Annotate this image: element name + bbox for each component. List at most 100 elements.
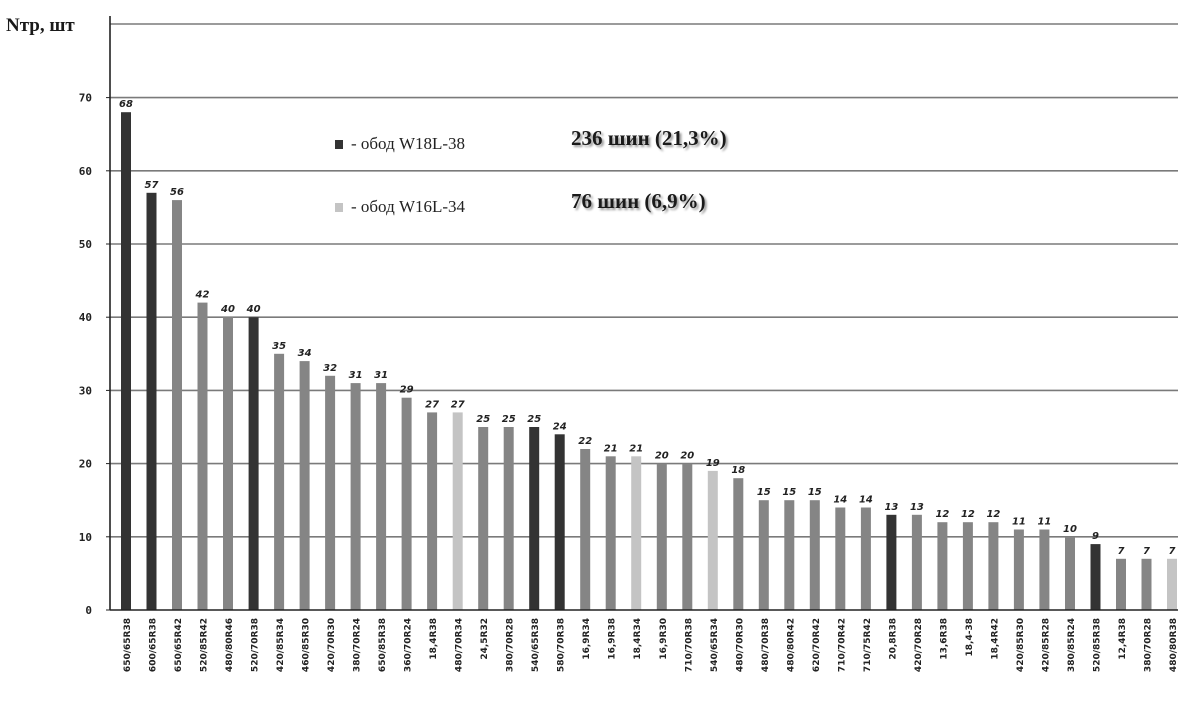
bar bbox=[146, 192, 157, 611]
bar bbox=[962, 522, 973, 610]
x-tick-label: 16,9R30 bbox=[659, 618, 669, 660]
data-label: 10 bbox=[1063, 524, 1077, 535]
x-tick-label: 540/65R34 bbox=[710, 618, 720, 672]
bar bbox=[605, 456, 616, 610]
x-tick-label: 420/70R30 bbox=[327, 618, 337, 672]
y-axis-label: Nтр, шт bbox=[6, 15, 75, 36]
bar bbox=[274, 353, 285, 610]
data-label: 31 bbox=[349, 370, 363, 381]
x-tick-labels: 650/65R38 600/65R38 650/65R42 520/85R42 480/… bbox=[123, 618, 1179, 672]
data-label: 34 bbox=[298, 348, 312, 359]
x-tick-label: 13,6R38 bbox=[939, 618, 949, 660]
data-label: 21 bbox=[604, 443, 618, 454]
bar bbox=[478, 427, 489, 610]
legend-swatch-dark bbox=[335, 139, 343, 149]
bar bbox=[1090, 544, 1101, 610]
bar bbox=[656, 463, 667, 610]
data-label: 14 bbox=[859, 495, 873, 506]
x-tick-label: 16,9R38 bbox=[608, 618, 618, 660]
bar bbox=[1065, 536, 1075, 610]
axes bbox=[109, 16, 1178, 611]
x-tick-label: 650/85R38 bbox=[378, 618, 388, 672]
x-tick-label: 480/70R38 bbox=[761, 618, 771, 672]
bar bbox=[248, 317, 259, 610]
grid-lines bbox=[106, 23, 1178, 611]
bar bbox=[631, 456, 642, 610]
bar bbox=[988, 522, 999, 610]
data-label: 12 bbox=[961, 509, 975, 520]
legend-count: 236 шин (21,3%) bbox=[571, 126, 727, 150]
bar bbox=[325, 375, 336, 610]
data-label: 12 bbox=[986, 509, 1000, 520]
data-label: 7 bbox=[1118, 546, 1125, 557]
data-label: 20 bbox=[680, 451, 694, 462]
legend-label: - обод W16L-34 bbox=[351, 197, 466, 216]
bar bbox=[554, 434, 565, 610]
legend: - обод W18L-38 236 шин (21,3%) - обод W1… bbox=[335, 125, 815, 235]
bar bbox=[1039, 529, 1050, 610]
bar bbox=[299, 361, 310, 610]
x-tick-label: 18,4R34 bbox=[633, 618, 643, 660]
x-tick-label: 480/80R42 bbox=[786, 618, 796, 672]
y-tick-labels: 0 10 20 30 40 50 60 70 bbox=[79, 92, 92, 617]
data-label: 15 bbox=[782, 487, 796, 498]
y-tick-label: 70 bbox=[79, 92, 92, 105]
bar bbox=[376, 383, 387, 610]
y-tick-label: 30 bbox=[79, 384, 92, 397]
x-tick-label: 650/65R42 bbox=[174, 618, 184, 672]
x-tick-label: 420/85R34 bbox=[276, 618, 286, 672]
data-label: 40 bbox=[220, 304, 235, 315]
x-tick-label: 420/85R28 bbox=[1041, 618, 1051, 672]
bar bbox=[197, 302, 208, 610]
legend-entry-w18l-38: - обод W18L-38 bbox=[335, 129, 465, 159]
data-label: 68 bbox=[119, 99, 133, 110]
x-tick-label: 20,8R38 bbox=[888, 618, 898, 660]
y-tick-label: 10 bbox=[79, 531, 92, 544]
data-label: 29 bbox=[400, 385, 414, 396]
x-tick-label: 12,4R38 bbox=[1118, 618, 1128, 660]
data-label: 11 bbox=[1037, 517, 1051, 528]
x-tick-label: 600/65R38 bbox=[149, 618, 159, 672]
x-tick-label: 480/70R30 bbox=[735, 618, 745, 672]
x-tick-label: 520/70R38 bbox=[251, 618, 261, 672]
y-tick-label: 0 bbox=[85, 604, 92, 617]
x-tick-label: 18,4-38 bbox=[965, 618, 975, 656]
bar bbox=[427, 412, 438, 610]
bar bbox=[784, 500, 795, 610]
data-label: 22 bbox=[578, 436, 592, 447]
legend-swatch-light bbox=[335, 202, 343, 212]
bar bbox=[1167, 558, 1177, 610]
data-label: 21 bbox=[629, 443, 643, 454]
bar bbox=[529, 427, 540, 610]
data-label: 25 bbox=[502, 414, 516, 425]
x-tick-label: 710/70R42 bbox=[837, 618, 847, 672]
x-tick-label: 18,4R42 bbox=[990, 618, 1000, 660]
data-label: 12 bbox=[935, 509, 949, 520]
data-label: 25 bbox=[476, 414, 490, 425]
x-tick-label: 24,5R32 bbox=[480, 618, 490, 660]
x-tick-label: 380/85R24 bbox=[1067, 618, 1077, 672]
bar bbox=[1141, 558, 1152, 610]
bar bbox=[172, 200, 182, 610]
bar bbox=[580, 449, 591, 610]
bar bbox=[1013, 529, 1024, 610]
data-label: 11 bbox=[1012, 517, 1026, 528]
bar bbox=[682, 463, 693, 610]
data-label: 15 bbox=[808, 487, 822, 498]
bar bbox=[809, 500, 820, 610]
x-tick-label: 480/70R34 bbox=[455, 618, 465, 672]
x-tick-label: 380/70R24 bbox=[353, 618, 363, 672]
data-label: 19 bbox=[706, 458, 720, 469]
x-tick-label: 710/70R38 bbox=[684, 618, 694, 672]
data-label: 57 bbox=[145, 180, 159, 191]
x-tick-label: 520/85R42 bbox=[200, 618, 210, 672]
x-tick-label: 480/80R46 bbox=[225, 618, 235, 672]
x-tick-label: 460/85R30 bbox=[302, 618, 312, 672]
data-label: 7 bbox=[1143, 546, 1150, 557]
bar bbox=[1116, 558, 1126, 610]
data-label: 20 bbox=[655, 451, 669, 462]
data-label: 24 bbox=[553, 421, 567, 432]
x-tick-label: 650/65R38 bbox=[123, 618, 133, 672]
data-label: 40 bbox=[246, 304, 261, 315]
